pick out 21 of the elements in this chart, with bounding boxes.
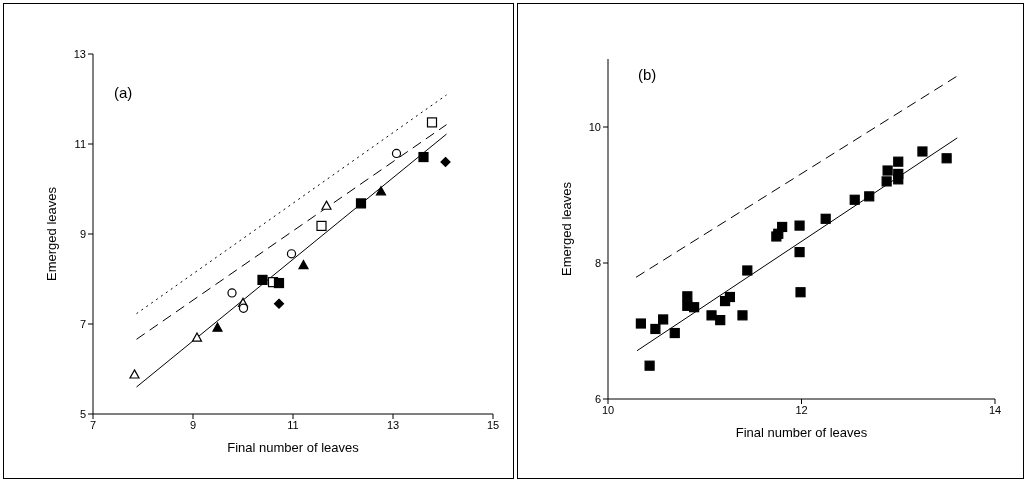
y-tick-label: 9 — [79, 227, 86, 240]
y-tick-label: 11 — [74, 137, 86, 150]
x-tick-label: 7 — [89, 418, 97, 431]
y-tick-label: 7 — [79, 317, 86, 330]
annotation: (a) — [114, 84, 133, 101]
x-tick-label: 15 — [486, 418, 500, 431]
x-tick-label: 11 — [287, 418, 299, 431]
x-tick-label: 9 — [189, 418, 197, 431]
y-tick-label: 13 — [73, 47, 86, 60]
x-tick-label: 14 — [988, 403, 1002, 416]
y-axis-title: Emerged leaves — [558, 181, 574, 276]
y-tick-label: 5 — [79, 407, 86, 420]
x-tick-label: 13 — [386, 418, 400, 431]
y-tick-label: 10 — [588, 120, 601, 133]
y-tick-label: 8 — [594, 256, 601, 269]
annotation: (b) — [638, 66, 657, 83]
x-tick-label: 12 — [795, 403, 808, 416]
x-axis-title: Final number of leaves — [227, 440, 360, 455]
y-axis-title: Emerged leaves — [43, 186, 59, 281]
x-axis-title: Final number of leaves — [735, 425, 868, 440]
y-tick-label: 6 — [594, 392, 601, 405]
